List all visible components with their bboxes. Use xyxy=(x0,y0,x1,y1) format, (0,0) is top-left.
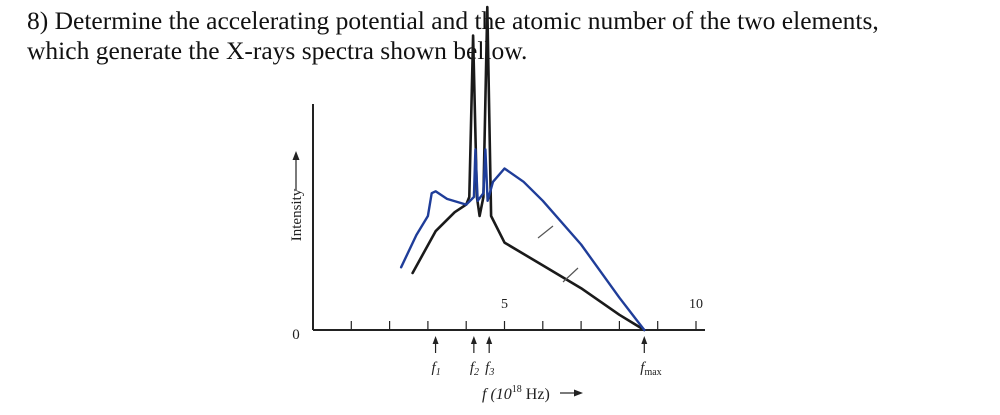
marker-label-f3: f3 xyxy=(485,360,494,378)
tick-label-5: 5 xyxy=(501,297,508,312)
frequency-markers: f1 f2 f3 fmax xyxy=(432,336,662,378)
chart-axes xyxy=(312,104,705,331)
x-axis-label-exponent: 18 xyxy=(512,384,522,395)
marker-f3: f3 xyxy=(485,336,494,378)
origin-label: 0 xyxy=(292,327,300,343)
y-axis-label: Intensity xyxy=(289,188,305,241)
spectrum-curve-black xyxy=(411,5,646,332)
up-arrow-icon xyxy=(470,336,477,344)
x-axis-label-suffix: Hz) xyxy=(522,386,550,403)
up-arrow-icon xyxy=(432,336,439,344)
x-axis-label-prefix: f (10 xyxy=(482,386,512,403)
x-axis-label: f (1018 Hz) xyxy=(482,384,583,403)
marker-f2: f2 xyxy=(470,336,479,378)
marker-label-fmax: fmax xyxy=(640,360,661,378)
problem-statement: 8) Determine the accelerating potential … xyxy=(27,6,987,66)
problem-line-1: 8) Determine the accelerating potential … xyxy=(27,6,879,35)
blue-curve-slash-marks xyxy=(537,225,579,283)
marker-f1: f1 xyxy=(432,336,441,378)
x-axis-arrow-icon xyxy=(560,389,583,397)
spectrum-curve-blue xyxy=(399,148,646,332)
tick-label-10: 10 xyxy=(689,297,703,312)
x-ticks xyxy=(350,321,697,330)
marker-label-f1: f1 xyxy=(432,360,441,378)
marker-label-f2: f2 xyxy=(470,360,479,378)
problem-line-2: which generate the X-rays spectra shown … xyxy=(27,36,528,65)
y-axis-label-text: Intensity xyxy=(289,188,305,241)
svg-text:f (1018 Hz): f (1018 Hz) xyxy=(482,384,550,403)
marker-fmax: fmax xyxy=(640,336,662,378)
up-arrow-icon xyxy=(486,336,493,344)
y-axis-arrow-icon xyxy=(292,151,300,190)
up-arrow-icon xyxy=(641,336,648,344)
